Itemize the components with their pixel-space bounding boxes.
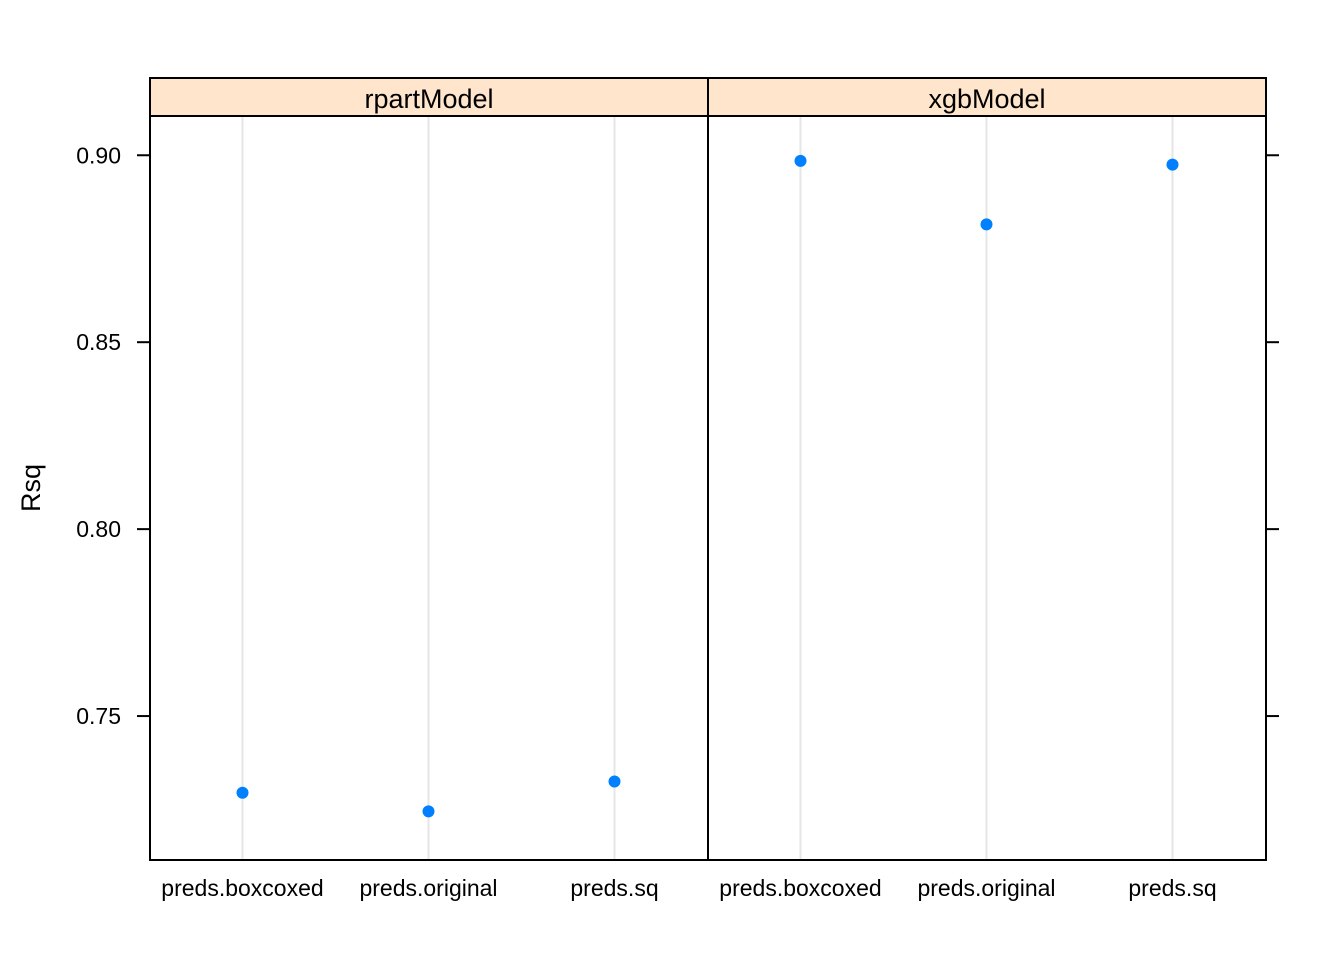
panel-strip	[707, 77, 1267, 117]
y-tick-label: 0.85	[76, 329, 121, 355]
panel-strip-label: xgbModel	[928, 84, 1045, 114]
y-tick-label: 0.80	[76, 516, 121, 542]
data-point	[1166, 158, 1179, 171]
data-point	[794, 154, 807, 167]
x-tick-label: preds.sq	[1128, 875, 1216, 901]
x-tick-label: preds.original	[917, 875, 1055, 901]
y-axis-title: Rsq	[16, 464, 46, 512]
data-point	[980, 218, 993, 231]
y-tick-label: 0.90	[76, 142, 121, 168]
data-point	[422, 805, 435, 818]
data-point	[608, 775, 621, 788]
x-tick-label: preds.sq	[570, 875, 658, 901]
panel-frame	[707, 115, 1267, 861]
x-tick-label: preds.boxcoxed	[719, 875, 881, 901]
data-point	[236, 786, 249, 799]
x-tick-label: preds.boxcoxed	[161, 875, 323, 901]
y-tick-label: 0.75	[76, 703, 121, 729]
panel-strip	[149, 77, 709, 117]
x-tick-label: preds.original	[359, 875, 497, 901]
panel-strip-label: rpartModel	[364, 84, 493, 114]
